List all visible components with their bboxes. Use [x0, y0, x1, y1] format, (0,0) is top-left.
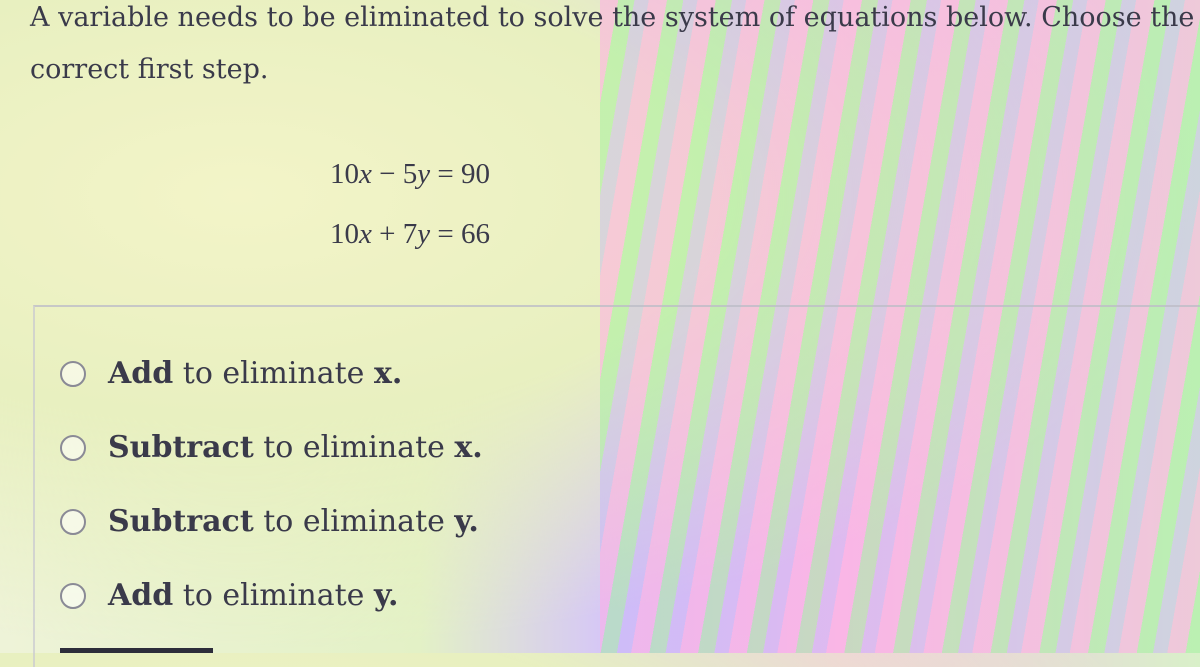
- answer-panel: [33, 305, 1200, 667]
- option-verb: Add: [108, 356, 174, 391]
- option-text: to eliminate: [173, 578, 374, 613]
- option-variable: y.: [373, 578, 399, 613]
- option-text: to eliminate: [253, 430, 455, 465]
- equation: 10x + 7y = 66: [330, 218, 490, 251]
- question-line: A variable needs to be eliminated to sol…: [30, 2, 1195, 33]
- option-text: to eliminate: [253, 504, 455, 539]
- option[interactable]: Subtract to eliminate x.: [60, 430, 483, 465]
- option-text: to eliminate: [173, 356, 374, 391]
- option-variable: y.: [454, 504, 479, 539]
- option-verb: Add: [108, 578, 174, 613]
- button-edge: [60, 648, 213, 653]
- equation-term: = 90: [430, 158, 490, 190]
- variable: y: [417, 218, 431, 250]
- radio-button[interactable]: [60, 434, 86, 461]
- equation: 10x − 5y = 90: [330, 158, 490, 191]
- option[interactable]: Add to eliminate x.: [60, 356, 402, 391]
- equation-term: 10: [330, 218, 359, 250]
- variable: x: [359, 158, 372, 190]
- radio-button[interactable]: [60, 508, 86, 535]
- option-variable: x.: [373, 356, 403, 391]
- variable: y: [417, 158, 431, 190]
- equation-term: + 7: [371, 218, 418, 250]
- option-verb: Subtract: [108, 430, 254, 465]
- radio-button[interactable]: [60, 360, 86, 387]
- equation-term: = 66: [430, 218, 490, 250]
- option-verb: Subtract: [108, 504, 254, 539]
- question-line: correct first step.: [30, 54, 269, 85]
- radio-button[interactable]: [60, 582, 86, 609]
- equation-term: 10: [330, 158, 359, 190]
- option[interactable]: Add to eliminate y.: [60, 578, 398, 613]
- equation-term: − 5: [371, 158, 418, 190]
- variable: x: [359, 218, 372, 250]
- option[interactable]: Subtract to eliminate y.: [60, 504, 479, 539]
- option-variable: x.: [454, 430, 483, 465]
